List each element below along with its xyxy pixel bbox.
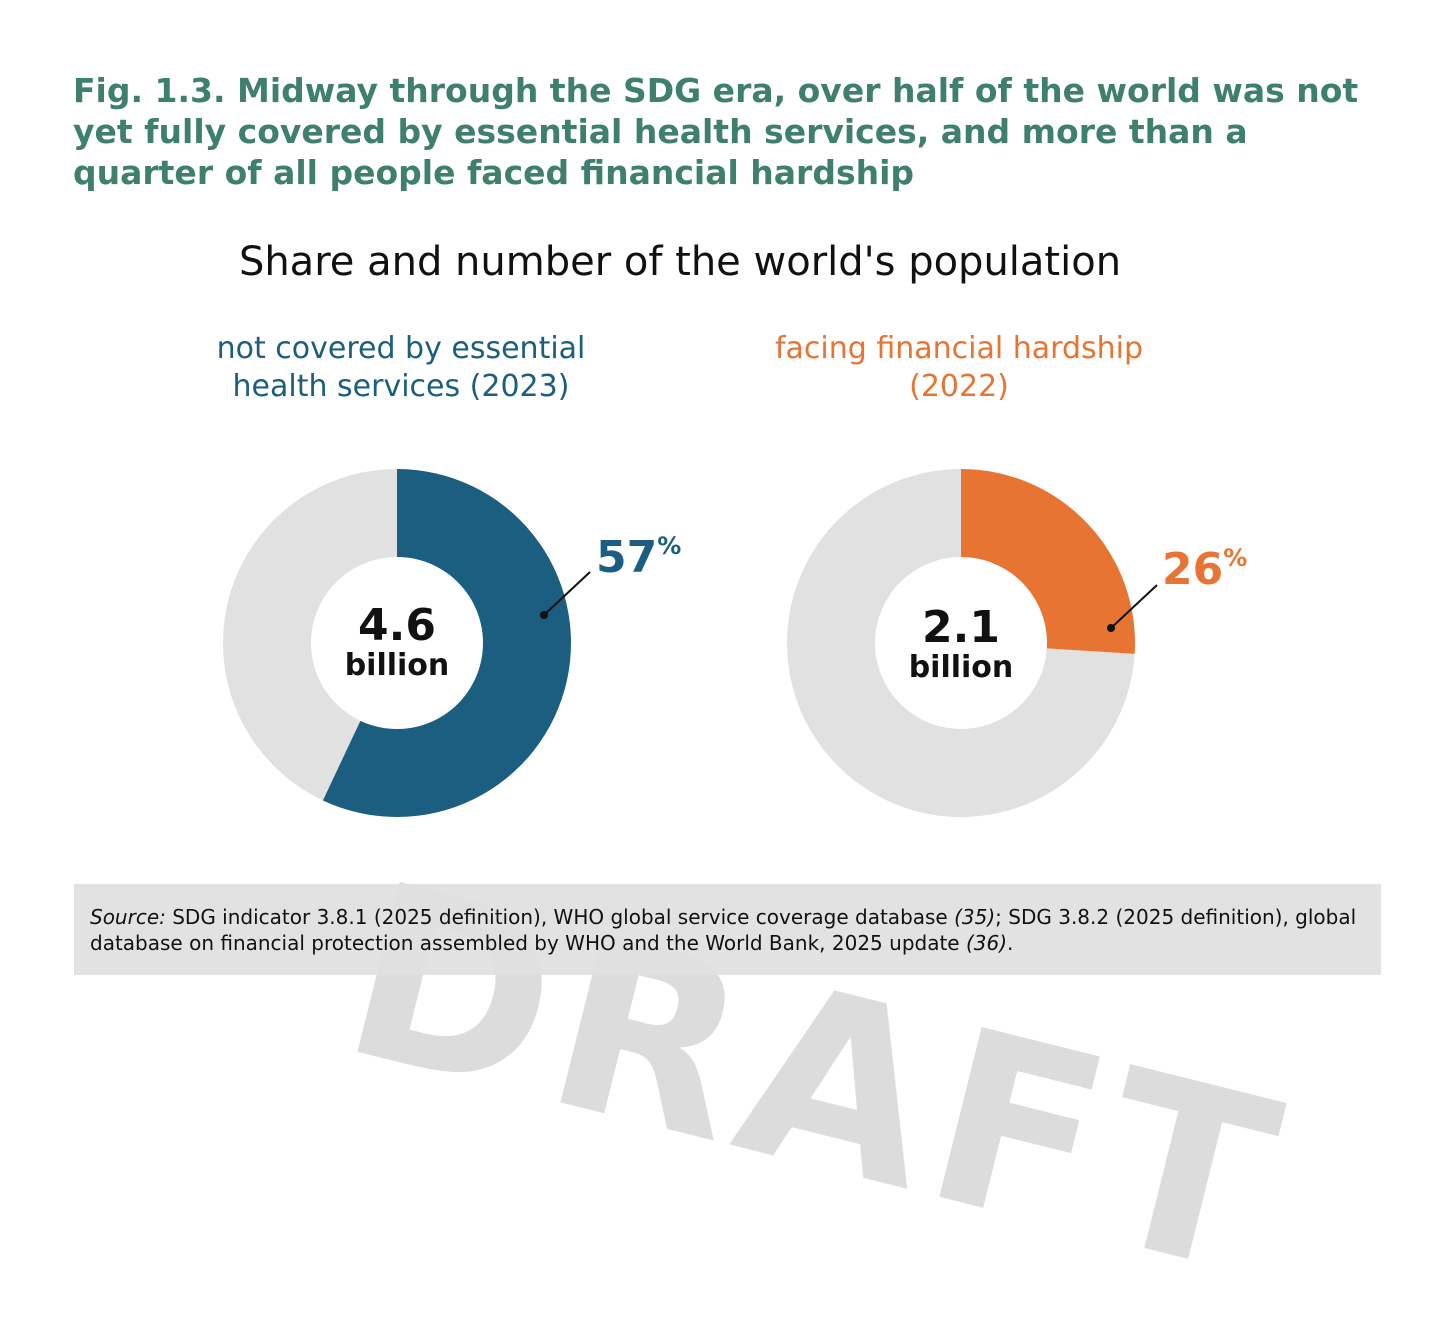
right-center-value: 2.1 bbox=[922, 602, 1000, 653]
right-percent-symbol: % bbox=[1223, 544, 1247, 572]
right-leader-dot bbox=[1107, 624, 1115, 632]
source-part2: ; SDG 3.8.2 (2025 definition), global da… bbox=[90, 905, 1357, 955]
figure-title: Fig. 1.3. Midway through the SDG era, ov… bbox=[73, 71, 1359, 192]
left-donut-label-line1: not covered by essential bbox=[216, 331, 586, 366]
chart-title: Share and number of the world's populati… bbox=[238, 239, 1122, 285]
right-donut-remainder-slice bbox=[786, 469, 1135, 818]
source-note: Source: SDG indicator 3.8.1 (2025 defini… bbox=[74, 884, 1381, 975]
left-donut-remainder-slice bbox=[223, 469, 397, 801]
source-part3: . bbox=[1007, 931, 1014, 955]
right-donut-value-slice bbox=[961, 469, 1135, 654]
left-percent-symbol: % bbox=[657, 532, 681, 560]
left-leader-line bbox=[543, 571, 591, 616]
left-donut-label: not covered by essential health services… bbox=[141, 330, 661, 406]
right-donut-label: facing financial hardship (2022) bbox=[699, 330, 1219, 406]
source-prefix: Source: bbox=[90, 905, 166, 929]
source-ref1: (35) bbox=[954, 905, 996, 929]
source-ref2: (36) bbox=[965, 931, 1008, 955]
left-donut-value-slice bbox=[322, 469, 572, 818]
left-donut-label-line2: health services (2023) bbox=[232, 369, 570, 404]
left-center-unit: billion bbox=[345, 648, 450, 683]
right-leader-line bbox=[1110, 584, 1158, 629]
right-percent-label: 26% bbox=[1162, 544, 1247, 595]
right-center-unit: billion bbox=[909, 650, 1014, 685]
left-center-value: 4.6 bbox=[358, 600, 436, 651]
source-part1: SDG indicator 3.8.1 (2025 definition), W… bbox=[165, 905, 955, 929]
left-leader-dot bbox=[540, 611, 548, 619]
right-donut-label-line2: (2022) bbox=[909, 369, 1009, 404]
left-percent-label: 57% bbox=[596, 532, 681, 583]
right-donut-label-line1: facing financial hardship bbox=[774, 331, 1144, 366]
